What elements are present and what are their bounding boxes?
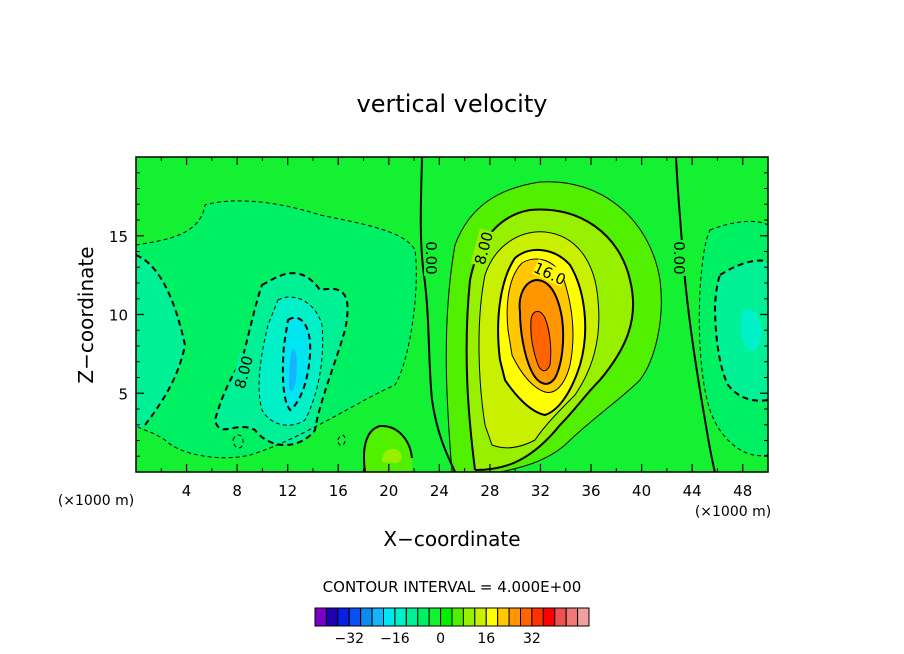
- colorbar: [314, 607, 590, 627]
- contour-fill-minus8-left: [136, 255, 185, 430]
- x-tick-label: 12: [278, 482, 297, 500]
- colorbar-swatch: [348, 607, 362, 627]
- contour-line-minus8-center: [213, 272, 349, 446]
- plot-area: [136, 157, 768, 472]
- x-tick-label: 16: [329, 482, 348, 500]
- colorbar-tick-label: −16: [380, 631, 410, 647]
- x-tick-label: 4: [182, 482, 192, 500]
- x-tick-label: 44: [683, 482, 702, 500]
- y-axis-ticks: 5 10 15: [109, 172, 768, 457]
- x-axis-ticks: 4 8 12 16 20 24 28 32 36 40 44 48: [160, 157, 752, 500]
- x-unit-right: (×1000 m): [695, 504, 771, 520]
- x-tick-label: 24: [430, 482, 449, 500]
- contour-line-minus8-left: [136, 254, 187, 426]
- contour-fill-plus8-small: [381, 448, 402, 463]
- colorbar-swatch: [554, 607, 567, 627]
- contour-interval-text: CONTOUR INTERVAL = 4.000E+00: [323, 578, 582, 596]
- colorbar-swatch: [405, 607, 419, 627]
- colorbar-tick-label: 32: [523, 631, 541, 647]
- colorbar-swatch: [337, 607, 350, 627]
- colorbar-swatch: [417, 607, 430, 627]
- y-tick-label: 5: [118, 385, 128, 403]
- y-tick-label: 15: [109, 228, 128, 246]
- contour-line-plus16: [497, 248, 587, 417]
- contour-fill-minus20-center: [289, 349, 297, 392]
- x-tick-label: 48: [733, 482, 752, 500]
- contour-fill-minus12-right: [740, 308, 762, 352]
- contour-line-minus8-right: [713, 259, 768, 402]
- colorbar-swatch: [565, 607, 579, 627]
- colorbar-swatch: [531, 607, 544, 627]
- colorbar-swatch: [497, 607, 510, 627]
- x-tick-label: 36: [581, 482, 600, 500]
- colorbar-swatch: [440, 607, 453, 627]
- colorbar-swatch: [428, 607, 442, 627]
- x-axis-label: X−coordinate: [383, 527, 520, 551]
- colorbar-swatch: [360, 607, 373, 627]
- contour-line-minus4-small: [232, 434, 346, 449]
- colorbar-swatch: [485, 607, 499, 627]
- contour-line-zero-small: [362, 424, 413, 472]
- contour-line-plus24: [518, 278, 565, 385]
- colorbar-tick-label: −32: [334, 631, 364, 647]
- colorbar-swatch: [577, 607, 590, 627]
- contour-line-plus8: [465, 208, 635, 471]
- colorbar-tick-label: 16: [477, 631, 495, 647]
- colorbar-swatch: [314, 607, 327, 627]
- x-tick-label: 28: [480, 482, 499, 500]
- contour-line-plus4: [445, 181, 662, 472]
- colorbar-swatch: [451, 607, 464, 627]
- colorbar-swatch: [394, 607, 407, 627]
- contour-line-minus4-right: [698, 220, 768, 457]
- contour-line-plus28: [530, 311, 552, 372]
- colorbar-swatch: [383, 607, 396, 627]
- colorbar-swatch: [474, 607, 487, 627]
- contour-line-minus16-center: [281, 316, 312, 412]
- contour-label-zero-left: 0.00: [422, 241, 440, 274]
- contour-line-minus4-left: [136, 200, 417, 459]
- colorbar-swatch: [520, 607, 533, 627]
- x-unit-left: (×1000 m): [58, 493, 134, 509]
- contour-label-zero-right: 0.00: [670, 241, 688, 274]
- y-axis-label: Z−coordinate: [74, 246, 98, 383]
- contour-line-plus12: [478, 231, 600, 449]
- contour-line-plus20: [506, 258, 574, 394]
- colorbar-labels: −32 −16 0 16 32: [334, 631, 540, 647]
- colorbar-swatch: [542, 607, 556, 627]
- x-tick-label: 8: [232, 482, 242, 500]
- chart-title: vertical velocity: [357, 90, 548, 118]
- colorbar-swatch: [325, 607, 339, 627]
- x-tick-label: 32: [531, 482, 550, 500]
- contour-lines: [136, 157, 768, 472]
- x-tick-label: 40: [632, 482, 651, 500]
- contour-fill-plus28: [530, 311, 551, 371]
- x-tick-label: 20: [379, 482, 398, 500]
- colorbar-swatch: [371, 607, 385, 627]
- colorbar-tick-label: 0: [436, 631, 445, 647]
- contour-line-zero-right: [675, 157, 716, 472]
- contour-line-zero-left: [419, 157, 456, 472]
- contour-line-minus12-center: [258, 296, 324, 426]
- colorbar-swatch: [508, 607, 522, 627]
- y-tick-label: 10: [109, 307, 128, 325]
- colorbar-swatch: [462, 607, 476, 627]
